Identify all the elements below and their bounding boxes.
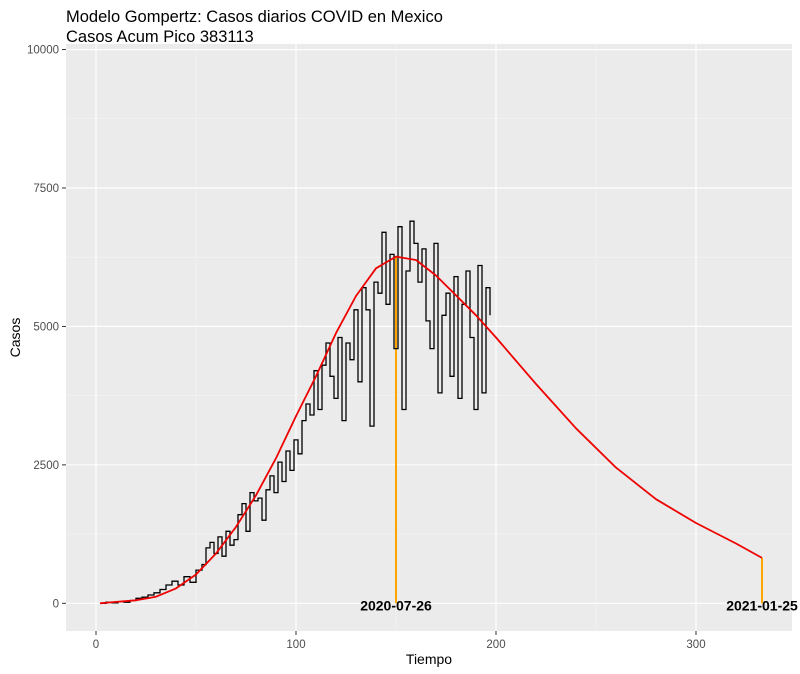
major-gridlines [66, 44, 792, 631]
series-layer [99, 220, 763, 605]
x-tick-label: 100 [286, 639, 305, 651]
y-tick-label: 0 [53, 598, 59, 610]
y-axis-title: Casos [7, 318, 23, 358]
observed-cases-line [100, 220, 491, 604]
gompertz-fit-line [99, 255, 763, 605]
date-annotation-label: 2021-01-25 [726, 597, 798, 613]
title-line: Modelo Gompertz: Casos diarios COVID en … [66, 8, 443, 26]
plot-panel [66, 44, 792, 631]
x-tick-label: 200 [486, 639, 505, 651]
x-tick-label: 300 [686, 639, 705, 651]
y-tick-label: 7500 [33, 183, 59, 195]
x-axis-title: Tiempo [406, 651, 452, 667]
y-tick-label: 5000 [33, 321, 59, 333]
peak-markers [395, 256, 763, 604]
chart-title: Modelo Gompertz: Casos diarios COVID en … [66, 7, 443, 47]
date-annotations: 2020-07-26 2021-01-25 [360, 597, 798, 613]
y-tick-label: 10000 [27, 45, 59, 57]
date-annotation-label: 2020-07-26 [360, 597, 432, 613]
subtitle-line: Casos Acum Pico 383113 [66, 28, 254, 46]
x-tick-label: 0 [93, 639, 99, 651]
y-tick-label: 2500 [33, 460, 59, 472]
axis-ticks: 0 100 200 300 0 2500 5000 7500 10000 [27, 45, 706, 651]
